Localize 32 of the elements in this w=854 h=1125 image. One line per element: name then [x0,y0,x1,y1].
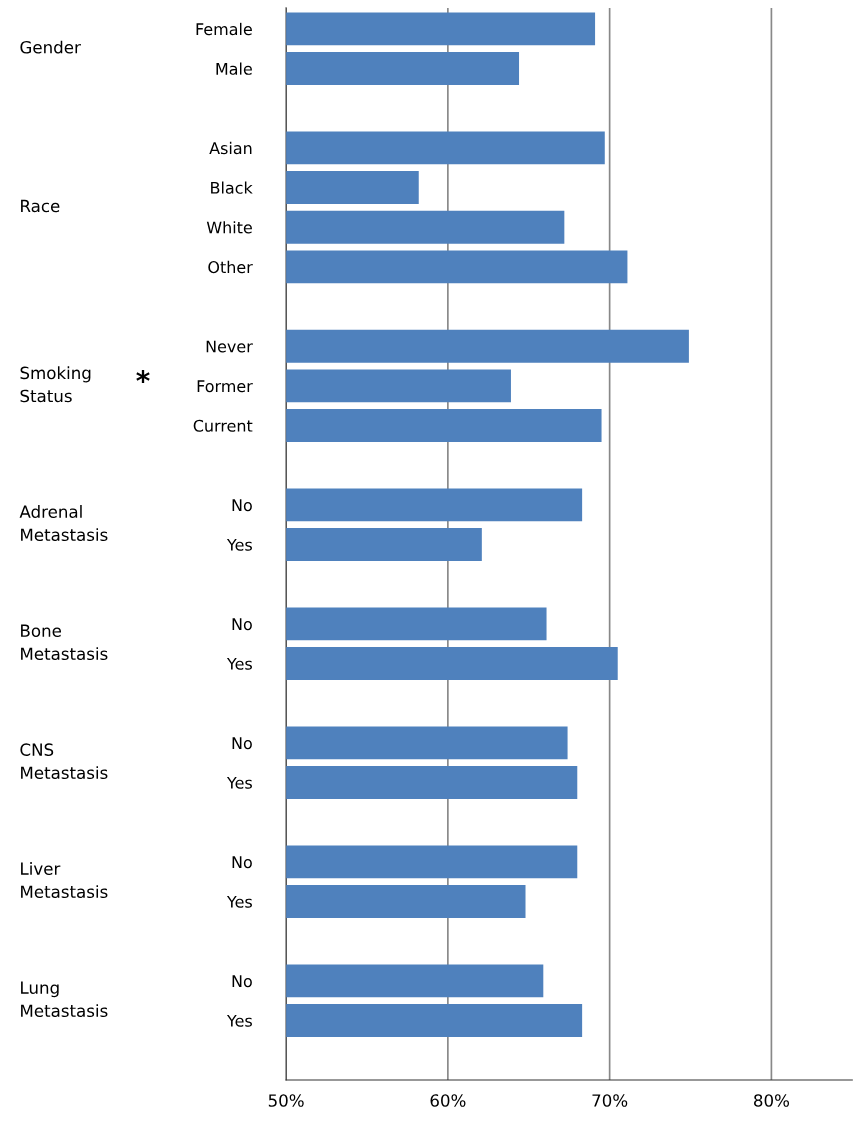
y-tick-label: No [232,975,252,988]
y-tick-label: Other [208,260,253,274]
x-tick-label: 70% [592,1094,628,1107]
y-tick-label: No [232,499,252,512]
x-tick-label: 60% [430,1094,466,1107]
text: * [136,370,150,383]
y-tick-label: Yes [226,538,252,551]
y-tick-label: No [232,618,252,631]
text: Bone Metastasis [21,624,108,661]
y-tick-label: Yes [226,1014,252,1027]
text: Liver Metastasis [21,862,108,899]
text: Race [21,199,60,213]
text: Lung Metastasis [21,981,108,1018]
y-tick-label: No [232,737,252,750]
y-tick-label: White [206,221,252,234]
y-tick-label: No [232,856,252,869]
y-tick-label: Yes [226,776,252,789]
text: Smoking Status [20,366,91,403]
y-tick-label: Former [197,380,253,393]
text: CNS Metastasis [20,743,108,780]
x-tick-label: 80% [754,1094,790,1107]
y-tick-label: Male [216,62,252,75]
y-tick-label: Yes [226,657,252,670]
y-tick-label: Current [193,419,253,432]
text: Adrenal Metastasis [19,505,108,542]
text: Gender [20,40,81,54]
x-tick-label: 50% [268,1094,304,1107]
y-tick-label: Asian [209,141,252,155]
y-tick-label: Female [196,22,252,36]
y-tick-label: Yes [226,895,252,908]
y-tick-label: Never [206,340,253,353]
y-tick-label: Black [211,181,253,194]
